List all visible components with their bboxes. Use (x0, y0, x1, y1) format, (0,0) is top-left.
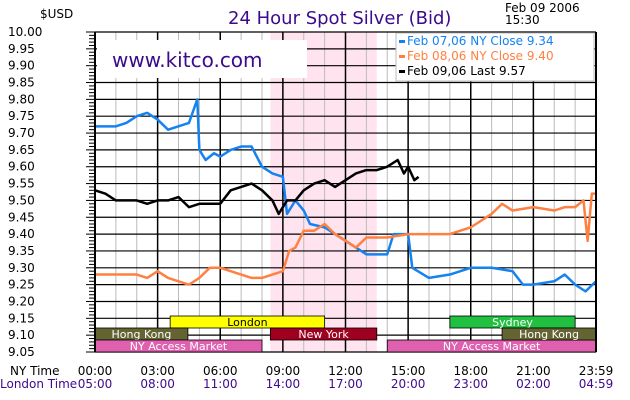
x-tick-ny: 09:00 (266, 364, 301, 378)
date-label: Feb 09 2006 (505, 1, 580, 15)
session-label: NY Access Market (443, 340, 541, 353)
session-ny-access: NY Access Market (94, 339, 263, 353)
session-london: London (169, 315, 326, 329)
series-line-1 (95, 192, 596, 286)
chart-title: 24 Hour Spot Silver (Bid) (228, 8, 451, 29)
y-tick-label: 9.40 (8, 227, 35, 241)
x-tick-london: 04:59 (579, 377, 614, 391)
legend-box (395, 32, 595, 82)
x-tick-ny: 18:00 (453, 364, 488, 378)
y-tick-label: 9.95 (8, 42, 35, 56)
y-tick-label: 9.25 (8, 278, 35, 292)
y-tick-label: 9.20 (8, 294, 35, 308)
legend-entry: Feb 09,06 Last 9.57 (407, 64, 526, 78)
y-tick-label: 9.80 (8, 92, 35, 106)
session-ny-access: NY Access Market (386, 339, 597, 353)
x-tick-london: 17:00 (328, 377, 363, 391)
x-tick-london: 14:00 (266, 377, 301, 391)
y-tick-label: 9.65 (8, 143, 35, 157)
session-hong-kong: Hong Kong (94, 327, 189, 341)
x-tick-ny: 15:00 (391, 364, 426, 378)
session-hong-kong: Hong Kong (501, 327, 597, 341)
legend-swatch (399, 55, 405, 58)
y-tick-label: 9.90 (8, 59, 35, 73)
y-tick-label: 9.60 (8, 160, 35, 174)
y-tick-label: 9.45 (8, 210, 35, 224)
y-tick-label: 9.05 (8, 345, 35, 359)
x-tick-ny: 23:59 (579, 364, 614, 378)
x-tick-ny: 06:00 (203, 364, 238, 378)
y-tick-label: 9.75 (8, 109, 35, 123)
session-label: Sydney (492, 316, 533, 329)
y-tick-label: 9.15 (8, 311, 35, 325)
x-tick-london: 08:00 (140, 377, 175, 391)
legend-swatch (399, 40, 405, 43)
session-bar (169, 315, 326, 329)
x-tick-ny: 00:00 (78, 364, 113, 378)
series-line-2 (94, 158, 420, 216)
session-label: NY Access Market (130, 340, 228, 353)
x-tick-london: 20:00 (391, 377, 426, 391)
brand-text[interactable]: www.kitco.com (112, 48, 263, 72)
time-label: 15:30 (505, 13, 540, 27)
brand-box (97, 40, 307, 78)
ny-shade (270, 32, 377, 352)
ny-time-label: NY Time (10, 364, 60, 378)
series-lines (94, 98, 597, 293)
y-tick-label: 9.55 (8, 177, 35, 191)
series-line-0 (95, 98, 597, 293)
london-time-label: London Time (0, 377, 77, 391)
y-tick-label: 9.30 (8, 261, 35, 275)
y-tick-label: 9.35 (8, 244, 35, 258)
x-tick-ny: 12:00 (328, 364, 363, 378)
x-tick-london: 11:00 (203, 377, 238, 391)
session-label: New York (298, 328, 349, 341)
y-tick-label: 10.00 (8, 25, 42, 39)
y-tick-label: 9.85 (8, 76, 35, 90)
session-bar (269, 327, 378, 341)
x-tick-london: 05:00 (78, 377, 113, 391)
x-tick-ny: 03:00 (140, 364, 175, 378)
legend-entry: Feb 07,06 NY Close 9.34 (407, 34, 554, 48)
y-tick-label: 9.70 (8, 126, 35, 140)
session-label: London (227, 316, 267, 329)
session-label: Hong Kong (519, 328, 579, 341)
ny-session-shade (270, 32, 377, 352)
x-tick-london: 23:00 (453, 377, 488, 391)
y-tick-label: 9.50 (8, 193, 35, 207)
x-tick-ny: 21:00 (516, 364, 551, 378)
y-tick-label: 9.10 (8, 328, 35, 342)
axes: 10.00 9.95 9.90 9.85 9.80 9.75 9.70 9.65 9.60 9.5… (8, 25, 613, 391)
unit-label: $USD (40, 7, 73, 21)
market-sessions: London Hong Kong New York NY Access Market N… (94, 315, 597, 353)
legend-entry: Feb 08,06 NY Close 9.40 (407, 49, 554, 63)
legend-swatch (399, 70, 405, 73)
session-label: Hong Kong (112, 328, 172, 341)
session-sydney: Sydney (449, 315, 576, 329)
session-new-york: New York (269, 327, 378, 341)
x-tick-london: 02:00 (516, 377, 551, 391)
